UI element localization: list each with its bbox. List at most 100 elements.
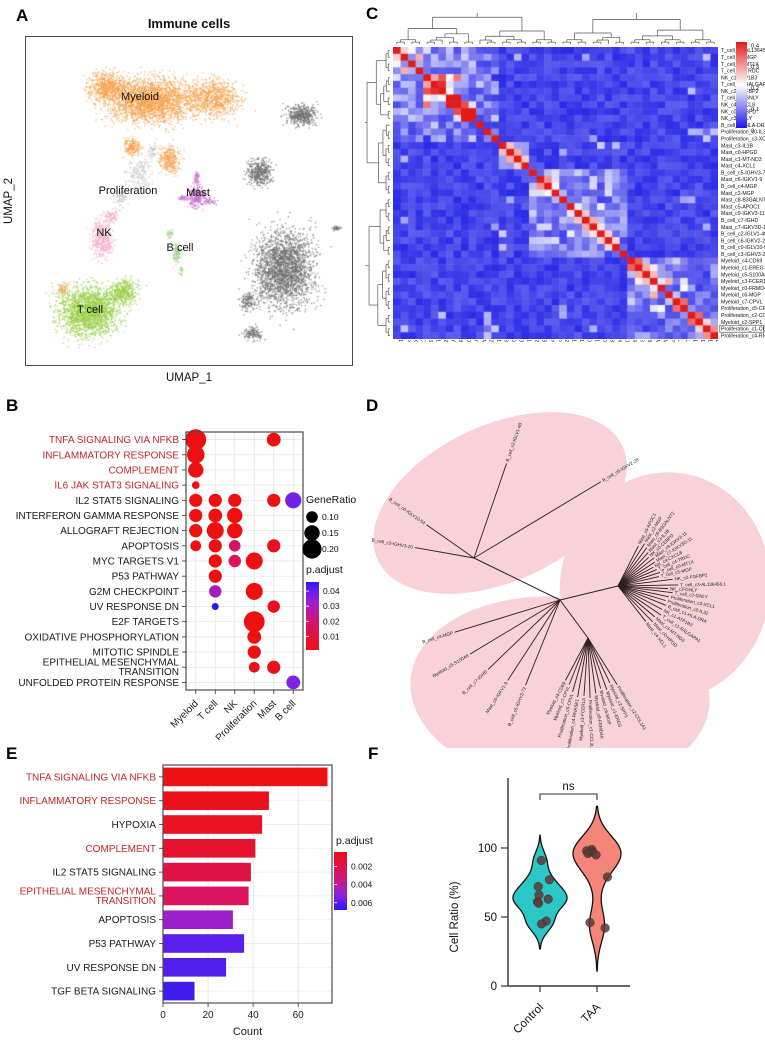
svg-text:Mast_c7-IGKV3D-11: Mast_c7-IGKV3D-11 (721, 225, 765, 231)
svg-text:B_cell_c2-IGLV1-40: B_cell_c2-IGLV1-40 (601, 340, 607, 342)
correlation-heatmap-canvas (393, 47, 718, 339)
svg-text:Myeloid_c2-SPP1: Myeloid_c2-SPP1 (721, 320, 762, 326)
svg-text:T_cell_c5-MGP: T_cell_c5-MGP (404, 340, 410, 343)
svg-text:MITOTIC SPINDLE: MITOTIC SPINDLE (93, 648, 180, 659)
pathway-dotplot: TNFA SIGNALING VIA NFKB INFLAMMATORY RESP… (16, 429, 356, 740)
svg-text:0.2: 0.2 (751, 86, 759, 92)
svg-text:TRANSITION: TRANSITION (118, 667, 179, 678)
svg-text:OXIDATIVE PHOSPHORYLATION: OXIDATIVE PHOSPHORYLATION (25, 632, 179, 643)
svg-text:0: 0 (491, 981, 497, 993)
svg-text:Myeloid_c0-FRMD4A: Myeloid_c0-FRMD4A (661, 340, 667, 343)
svg-text:Myeloid_c7-CPVL: Myeloid_c7-CPVL (721, 299, 763, 305)
svg-text:E2F TARGETS: E2F TARGETS (112, 617, 180, 628)
panel-c-label: C (366, 4, 379, 23)
svg-text:NK_c4-CXCL8: NK_c4-CXCL8 (457, 340, 463, 342)
svg-text:IL6 JAK STAT3 SIGNALING: IL6 JAK STAT3 SIGNALING (54, 481, 179, 492)
svg-text:B_cell_c3-IGHV3-20: B_cell_c3-IGHV3-20 (624, 340, 630, 342)
svg-text:0: 0 (160, 1010, 166, 1021)
cluster-label-b-cell: B cell (166, 242, 194, 254)
svg-text:0.3: 0.3 (751, 65, 759, 71)
svg-text:COMPLEMENT: COMPLEMENT (108, 465, 179, 476)
svg-text:UV RESPONSE DN: UV RESPONSE DN (90, 602, 179, 613)
svg-text:T_cell_c1-RALGAPA1: T_cell_c1-RALGAPA1 (435, 340, 441, 342)
svg-text:Mast_c4-XCL1: Mast_c4-XCL1 (525, 340, 531, 342)
svg-text:B_cell_c1-HLA-DRA: B_cell_c1-HLA-DRA (480, 340, 486, 343)
svg-text:0.20: 0.20 (322, 544, 339, 554)
svg-text:IL2 STAT5 SIGNALING: IL2 STAT5 SIGNALING (52, 868, 156, 879)
svg-text:Myeloid_c0-FRMD4A: Myeloid_c0-FRMD4A (594, 695, 605, 740)
svg-text:Proliferation_c1-CCL3L1: Proliferation_c1-CCL3L1 (721, 327, 765, 333)
svg-text:HYPOXIA: HYPOXIA (112, 820, 157, 831)
svg-text:TRANSITION: TRANSITION (95, 896, 156, 907)
svg-text:0.1: 0.1 (751, 107, 759, 113)
svg-text:Mast_c3-IL1B: Mast_c3-IL1B (721, 143, 754, 149)
svg-text:Mast_c9-IGKV3-11: Mast_c9-IGKV3-11 (578, 340, 584, 342)
svg-text:Count: Count (233, 1026, 262, 1038)
svg-text:B_cell_c7-IGHD: B_cell_c7-IGHD (721, 218, 758, 224)
cluster-label-nk: NK (96, 227, 112, 239)
cell-ratio-violin: 0 50 100 Cell Ratio (%) Control TAA ns (449, 778, 630, 1036)
svg-text:Myeloid_c7-CPVL: Myeloid_c7-CPVL (676, 340, 682, 342)
svg-text:Myeloid_c1-EREG: Myeloid_c1-EREG (639, 340, 645, 342)
svg-text:B_cell_c3-IGHV3-20: B_cell_c3-IGHV3-20 (721, 252, 765, 258)
svg-text:Proliferation_c0-IL32: Proliferation_c0-IL32 (721, 130, 765, 136)
svg-text:0.4: 0.4 (751, 44, 760, 50)
svg-text:TNFA SIGNALING VIA NFKB: TNFA SIGNALING VIA NFKB (26, 772, 156, 783)
svg-text:Proliferation_c0-IL32: Proliferation_c0-IL32 (487, 340, 493, 342)
svg-text:Proliferation_c2-COL1A1: Proliferation_c2-COL1A1 (721, 313, 765, 319)
svg-text:Mast_c6-IGKV1-9: Mast_c6-IGKV1-9 (540, 340, 546, 342)
svg-text:B_cell_c6-IGKV2-28: B_cell_c6-IGKV2-28 (608, 340, 614, 342)
panel-f-label: F (368, 744, 379, 763)
svg-text:Myeloid_c6-MGP: Myeloid_c6-MGP (721, 293, 761, 299)
svg-text:APOPTOSIS: APOPTOSIS (121, 541, 179, 552)
svg-text:0.02: 0.02 (323, 616, 340, 626)
svg-text:ALLOGRAFT REJECTION: ALLOGRAFT REJECTION (60, 526, 179, 537)
svg-text:Mast_c4-XCL1: Mast_c4-XCL1 (721, 164, 755, 170)
svg-text:INTERFERON GAMMA RESPONSE: INTERFERON GAMMA RESPONSE (16, 511, 180, 522)
svg-text:EPITHELIAL MESENCHYMAL: EPITHELIAL MESENCHYMAL (20, 886, 157, 897)
svg-text:P53 PATHWAY: P53 PATHWAY (89, 939, 157, 950)
svg-text:T_cell_c3-AL136456.1: T_cell_c3-AL136456.1 (397, 340, 403, 342)
svg-text:EPITHELIAL MESENCHYMAL: EPITHELIAL MESENCHYMAL (43, 658, 180, 669)
svg-text:UNFOLDED PROTEIN RESPONSE: UNFOLDED PROTEIN RESPONSE (18, 678, 179, 689)
svg-text:B_cell_c4-MGP: B_cell_c4-MGP (548, 340, 554, 343)
svg-text:Proliferation_c1-CCL3L1: Proliferation_c1-CCL3L1 (588, 700, 595, 748)
svg-text:B_cell_c6-IGKV2-28: B_cell_c6-IGKV2-28 (721, 238, 765, 244)
panel-e-label: E (6, 744, 18, 763)
svg-text:ns: ns (562, 781, 574, 793)
umap-y-axis-label: UMAP_2 (3, 177, 15, 225)
umap-x-axis-label: UMAP_1 (165, 372, 213, 384)
svg-text:Mast_c8-B3GALNT2: Mast_c8-B3GALNT2 (721, 198, 765, 204)
cluster-label-myeloid: Myeloid (121, 91, 159, 103)
svg-text:P53 PATHWAY: P53 PATHWAY (112, 572, 180, 583)
pathway-barchart: TNFA SIGNALING VIA NFKB INFLAMMATORY RESP… (19, 764, 373, 1038)
svg-text:GeneRatio: GeneRatio (306, 494, 356, 506)
svg-text:Mast_c8-B3GALNT2: Mast_c8-B3GALNT2 (563, 340, 569, 342)
svg-text:Proliferation_c5-CPVL: Proliferation_c5-CPVL (721, 306, 765, 312)
svg-text:60: 60 (293, 1010, 305, 1021)
svg-text:UV RESPONSE DN: UV RESPONSE DN (67, 963, 156, 974)
svg-text:NK_c3-GNLY: NK_c3-GNLY (670, 586, 698, 592)
svg-text:TNFA SIGNALING VIA NFKB: TNFA SIGNALING VIA NFKB (49, 435, 179, 446)
heatmap-column-labels: T_cell_c3-AL136456.1T_cell_c5-MGP T_cell_… (397, 340, 718, 343)
svg-text:0.002: 0.002 (351, 862, 373, 872)
svg-text:0.15: 0.15 (322, 528, 339, 538)
svg-text:TAA: TAA (579, 1001, 603, 1025)
svg-text:Mast_c0-HPGD: Mast_c0-HPGD (721, 150, 758, 156)
svg-text:100: 100 (478, 843, 497, 855)
svg-text:APOPTOSIS: APOPTOSIS (98, 915, 156, 926)
svg-text:Myeloid_c3-FCER1A: Myeloid_c3-FCER1A (578, 697, 586, 741)
svg-text:0.03: 0.03 (323, 601, 340, 611)
svg-text:Myeloid_c4-CD69: Myeloid_c4-CD69 (631, 340, 637, 342)
phylogenetic-tree: B_cell_c3-IGHV3-20B_cell_c0-IGLV10-54B_c… (371, 412, 765, 748)
cluster-label-t-cell: T cell (76, 304, 104, 316)
svg-text:Mast_c2-MGP: Mast_c2-MGP (721, 191, 755, 197)
svg-text:Proliferation_c1-CCL3L1: Proliferation_c1-CCL3L1 (707, 340, 713, 342)
svg-text:Proliferation_c4-RNASE1: Proliferation_c4-RNASE1 (721, 333, 765, 339)
svg-text:Mast_c1-MT-ND3: Mast_c1-MT-ND3 (518, 340, 524, 342)
panel-d-label: D (366, 396, 379, 415)
svg-text:Proliferation_c2-COL1A1: Proliferation_c2-COL1A1 (692, 340, 698, 342)
svg-text:20: 20 (203, 1010, 215, 1021)
svg-text:Proliferation_c3-XCL1: Proliferation_c3-XCL1 (495, 340, 501, 342)
